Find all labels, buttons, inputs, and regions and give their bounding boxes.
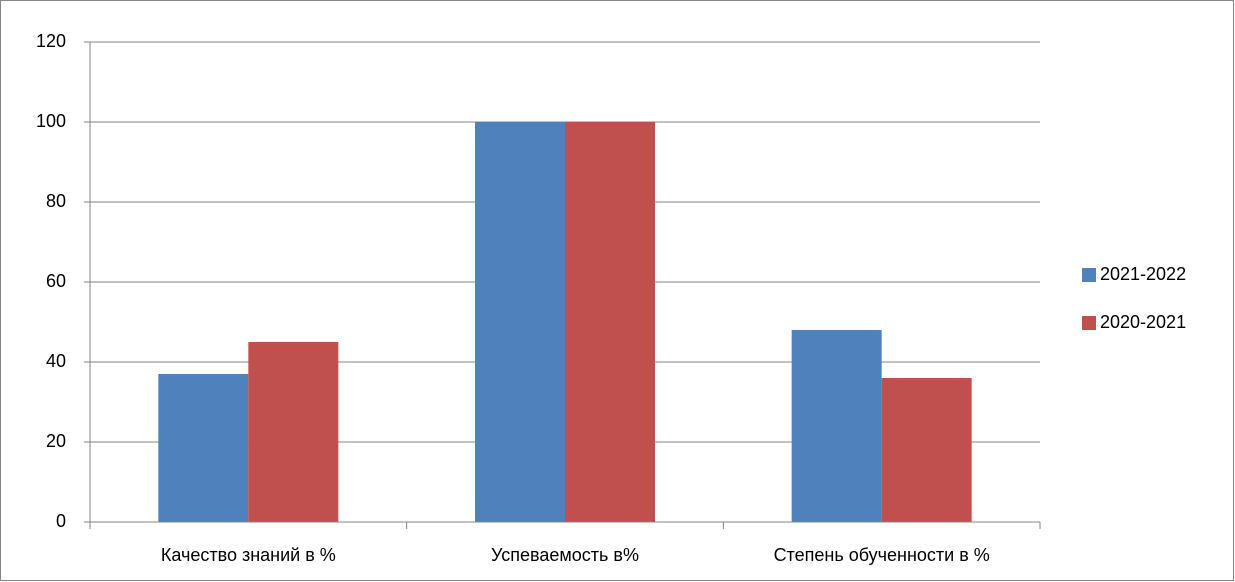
y-tick-label: 60	[46, 271, 66, 291]
legend-label: 2021-2022	[1100, 264, 1186, 284]
bar	[475, 122, 565, 522]
y-tick-label: 40	[46, 351, 66, 371]
x-tick-label: Степень обученности в %	[774, 545, 990, 565]
legend-swatch	[1082, 268, 1096, 282]
legend-swatch	[1082, 316, 1096, 330]
bar	[565, 122, 655, 522]
bar	[158, 374, 249, 522]
y-tick-label: 0	[56, 511, 66, 531]
x-tick-label: Успеваемость в%	[491, 545, 639, 565]
y-tick-label: 80	[46, 191, 66, 211]
bar	[791, 330, 882, 522]
y-tick-label: 120	[36, 31, 66, 51]
y-tick-label: 20	[46, 431, 66, 451]
bar	[881, 378, 972, 522]
bar	[248, 342, 339, 522]
y-tick-label: 100	[36, 111, 66, 131]
legend-label: 2020-2021	[1100, 312, 1186, 332]
x-tick-label: Качество знаний в %	[161, 545, 336, 565]
